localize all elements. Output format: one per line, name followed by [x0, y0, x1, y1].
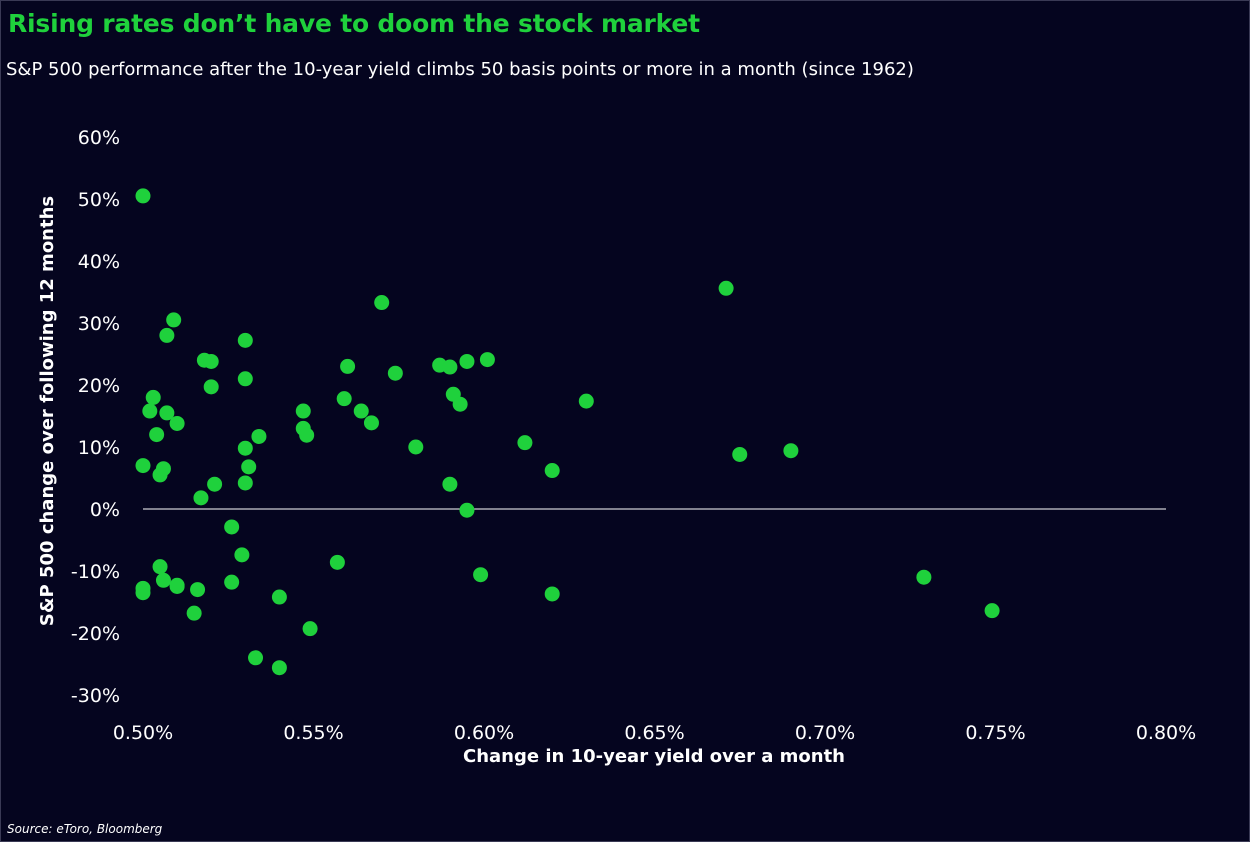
- y-tick-label: 60%: [78, 127, 120, 149]
- data-point: [452, 396, 468, 412]
- data-point: [271, 589, 287, 605]
- data-point: [783, 443, 799, 459]
- x-tick-label: 0.75%: [965, 722, 1025, 744]
- y-tick-label: 50%: [78, 189, 120, 211]
- data-point: [578, 393, 594, 409]
- data-point: [159, 327, 175, 343]
- data-point: [234, 547, 250, 563]
- data-point: [207, 476, 223, 492]
- data-point: [916, 569, 932, 585]
- data-point: [387, 365, 403, 381]
- data-point: [237, 371, 253, 387]
- source-note: Source: eToro, Bloomberg: [7, 822, 163, 836]
- data-point: [251, 428, 267, 444]
- y-tick-label: -10%: [71, 561, 120, 583]
- data-point: [149, 427, 165, 443]
- chart-subtitle: S&P 500 performance after the 10-year yi…: [6, 59, 914, 80]
- data-point: [152, 559, 168, 575]
- y-tick-label: 0%: [90, 499, 120, 521]
- data-point: [142, 403, 158, 419]
- data-point: [135, 188, 151, 204]
- data-point: [299, 427, 315, 443]
- data-point: [155, 572, 171, 588]
- x-tick-label: 0.65%: [624, 722, 684, 744]
- data-point: [224, 519, 240, 535]
- data-point: [145, 389, 161, 405]
- data-point: [203, 353, 219, 369]
- data-point: [363, 415, 379, 431]
- chart-title: Rising rates don’t have to doom the stoc…: [8, 9, 700, 38]
- y-tick-label: 10%: [78, 437, 120, 459]
- data-point: [203, 379, 219, 395]
- data-point: [224, 574, 240, 590]
- data-point: [517, 435, 533, 451]
- data-point: [248, 650, 264, 666]
- data-points: [135, 188, 1000, 676]
- data-point: [135, 458, 151, 474]
- x-tick-label: 0.50%: [113, 722, 173, 744]
- data-point: [135, 585, 151, 601]
- data-point: [544, 586, 560, 602]
- data-point: [186, 605, 202, 621]
- x-axis-ticks: 0.50% 0.55% 0.60% 0.65% 0.70% 0.75% 0.80%: [113, 722, 1196, 744]
- data-point: [237, 332, 253, 348]
- y-axis-ticks: 60% 50% 40% 30% 20% 10% 0% -10% -20% -30%: [71, 127, 120, 707]
- data-point: [169, 415, 185, 431]
- data-point: [237, 440, 253, 456]
- y-tick-label: 20%: [78, 375, 120, 397]
- data-point: [193, 490, 209, 506]
- y-tick-label: 40%: [78, 251, 120, 273]
- data-point: [166, 312, 182, 328]
- x-tick-label: 0.55%: [283, 722, 343, 744]
- data-point: [190, 582, 206, 598]
- data-point: [336, 391, 352, 407]
- y-tick-label: -30%: [71, 685, 120, 707]
- data-point: [271, 660, 287, 676]
- x-tick-label: 0.80%: [1136, 722, 1196, 744]
- x-tick-label: 0.70%: [795, 722, 855, 744]
- data-point: [718, 280, 734, 296]
- data-point: [732, 446, 748, 462]
- data-point: [408, 439, 424, 455]
- data-point: [329, 554, 345, 570]
- data-point: [544, 463, 560, 479]
- data-point: [442, 359, 458, 375]
- y-axis-title: S&P 500 change over following 12 months: [37, 196, 58, 626]
- data-point: [241, 459, 257, 475]
- data-point: [459, 502, 475, 518]
- data-point: [169, 579, 185, 594]
- x-tick-label: 0.60%: [454, 722, 514, 744]
- data-point: [984, 603, 1000, 619]
- data-point: [302, 621, 318, 637]
- data-point: [459, 353, 475, 369]
- x-axis-title: Change in 10-year yield over a month: [463, 746, 845, 767]
- data-point: [159, 405, 175, 421]
- data-point: [353, 403, 369, 419]
- data-point: [295, 403, 311, 419]
- data-point: [237, 475, 253, 491]
- data-point: [340, 358, 356, 374]
- data-point: [374, 295, 390, 311]
- y-tick-label: -20%: [71, 623, 120, 645]
- data-point: [155, 461, 171, 477]
- data-point: [479, 352, 495, 368]
- y-tick-label: 30%: [78, 313, 120, 335]
- data-point: [442, 476, 458, 492]
- data-point: [473, 567, 489, 583]
